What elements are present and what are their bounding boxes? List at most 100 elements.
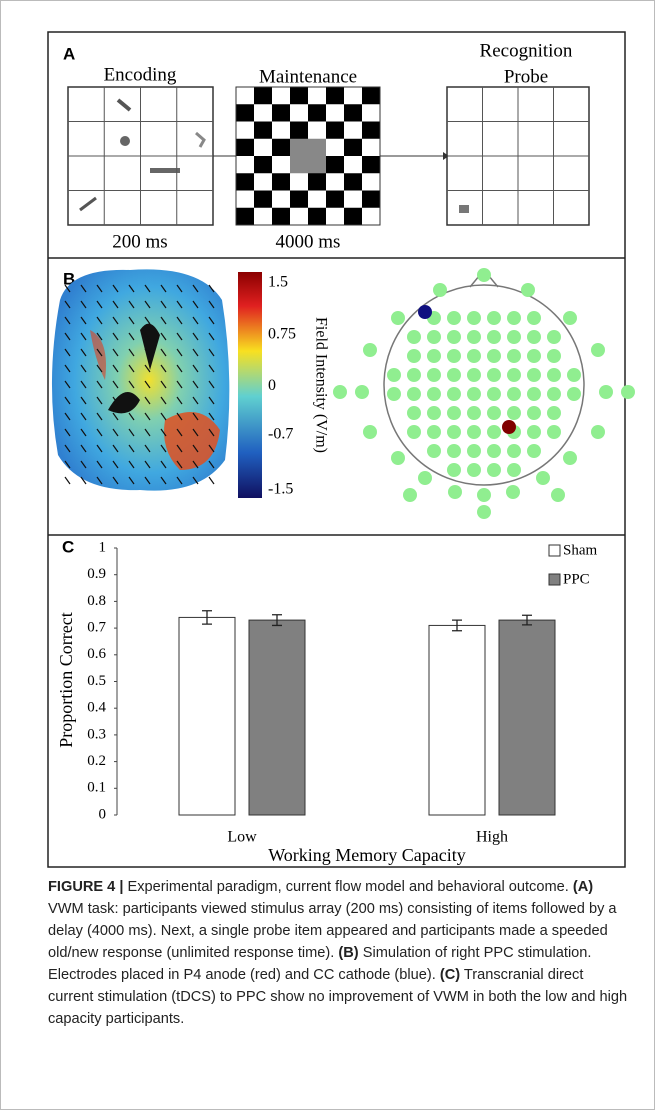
legend-label: PPC (563, 571, 590, 587)
electrode (477, 488, 491, 502)
field-arrow (64, 396, 71, 405)
checker-square (290, 121, 309, 140)
field-arrow (96, 476, 103, 485)
electrode (547, 368, 561, 382)
electrode (477, 505, 491, 519)
field-arrow (96, 316, 103, 325)
field-arrow (160, 284, 167, 293)
y-tick-label: 0.6 (87, 646, 106, 662)
colorbar (238, 272, 262, 498)
checker-square (290, 190, 309, 209)
panel-label: A (63, 44, 75, 63)
electrode (527, 349, 541, 363)
checker-square (290, 156, 309, 174)
field-arrow (208, 444, 215, 453)
stage-label: Encoding (104, 64, 177, 85)
stage-label: Maintenance (259, 66, 357, 87)
electrode (433, 283, 447, 297)
x-axis-label: Working Memory Capacity (268, 845, 466, 865)
electrode (487, 330, 501, 344)
field-arrow (128, 364, 135, 373)
electrode (427, 406, 441, 420)
field-arrow (80, 428, 87, 437)
electrode (591, 425, 605, 439)
field-arrow (208, 412, 215, 421)
field-arrow (64, 380, 71, 389)
electrode (487, 463, 501, 477)
field-arrow (96, 348, 103, 357)
electrode (387, 387, 401, 401)
field-hotspot (90, 330, 106, 380)
field-arrow (160, 412, 167, 421)
electrode (467, 311, 481, 325)
electrode (391, 451, 405, 465)
electrode (527, 387, 541, 401)
field-arrow (208, 284, 215, 293)
field-arrow (128, 396, 135, 405)
error-bar (202, 610, 212, 625)
field-arrow (192, 380, 199, 389)
field-arrow (80, 348, 87, 357)
field-arrow (176, 316, 183, 325)
field-arrow (176, 396, 183, 405)
electrode (427, 349, 441, 363)
field-arrow (112, 364, 119, 373)
y-tick-label: 0.9 (87, 566, 106, 582)
checker-square (254, 121, 273, 140)
electrode (487, 406, 501, 420)
checker-square (362, 138, 381, 157)
field-arrow (80, 444, 87, 453)
field-arrow (80, 332, 87, 341)
electrode (447, 330, 461, 344)
field-arrow (192, 348, 199, 357)
field-arrow (144, 348, 151, 357)
electrode (487, 349, 501, 363)
electrode (551, 488, 565, 502)
electrode (427, 368, 441, 382)
stimulus-icon (116, 98, 132, 112)
field-arrow (128, 300, 135, 309)
field-arrow (160, 380, 167, 389)
field-arrow (208, 348, 215, 357)
legend-swatch (548, 573, 561, 586)
electrode (547, 406, 561, 420)
electrode (467, 444, 481, 458)
field-arrow (96, 300, 103, 309)
electrode (507, 330, 521, 344)
checker-square (254, 190, 273, 209)
caption-text: Transcranial direct current stimulation … (48, 967, 628, 1027)
field-arrow (208, 300, 215, 309)
checker-square (254, 173, 273, 191)
field-arrow (192, 316, 199, 325)
checker-square (308, 190, 327, 209)
field-arrow (176, 460, 183, 469)
checker-square (236, 87, 255, 105)
field-arrow (64, 284, 71, 293)
electrode (507, 311, 521, 325)
field-arrow (144, 316, 151, 325)
electrode (507, 463, 521, 477)
electrode (448, 485, 462, 499)
y-tick-label: 1 (99, 539, 107, 555)
colorbar-tick-label: 0.75 (268, 325, 296, 342)
field-arrow (112, 428, 119, 437)
electrode (467, 368, 481, 382)
task-diagram (67, 86, 590, 226)
checkerboard-border (235, 86, 381, 226)
electrode (363, 425, 377, 439)
electrode (427, 330, 441, 344)
field-arrow (144, 332, 151, 341)
field-arrow (96, 364, 103, 373)
field-arrow (192, 476, 199, 485)
electrode (507, 368, 521, 382)
legend-swatch (548, 544, 561, 557)
checker-square (272, 121, 291, 140)
checker-square (290, 207, 309, 226)
electrode (333, 385, 347, 399)
field-arrow (64, 460, 71, 469)
electrode (547, 425, 561, 439)
caption-emphasis: (C) (439, 967, 461, 983)
field-arrow (176, 300, 183, 309)
electrode (467, 406, 481, 420)
field-arrow (144, 428, 151, 437)
